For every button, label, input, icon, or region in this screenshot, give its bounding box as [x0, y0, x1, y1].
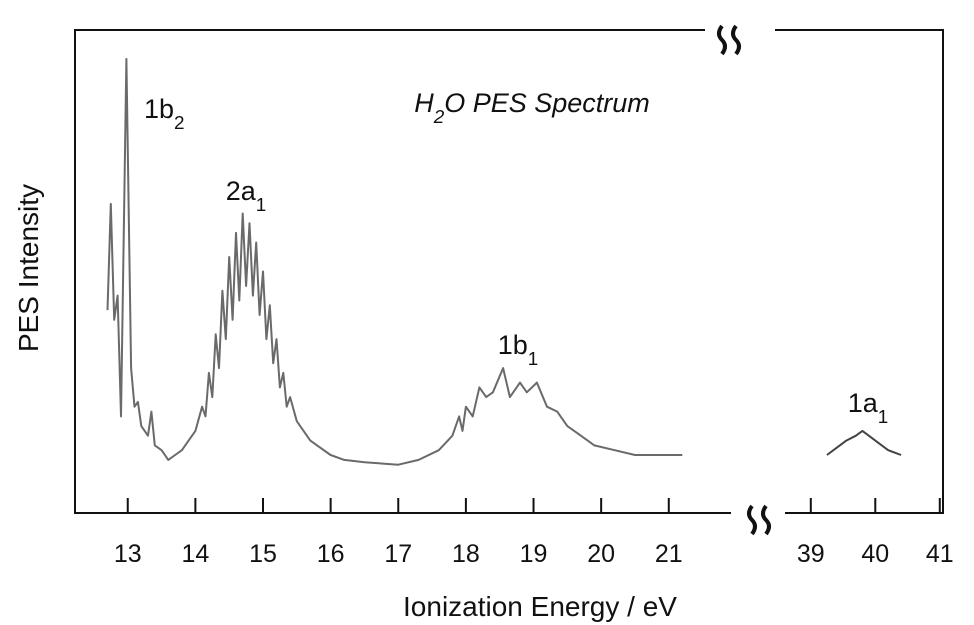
- x-tick-label: 14: [181, 540, 209, 568]
- x-tick-label: 16: [317, 540, 345, 568]
- axis-frame-left: [74, 29, 731, 514]
- axis-break-bottom: [747, 504, 771, 536]
- frame: [74, 24, 944, 536]
- spectrum-line: [826, 429, 902, 456]
- x-tick-label: 41: [926, 540, 954, 568]
- x-tick-label: 13: [114, 540, 142, 568]
- x-tick-label: 20: [587, 540, 615, 568]
- x-tick-label: 19: [520, 540, 548, 568]
- axis-frame-right: [775, 29, 944, 514]
- break-stroke: [761, 504, 771, 536]
- break-stroke: [717, 24, 727, 56]
- axis-break-top: [717, 24, 741, 56]
- break-stroke: [731, 24, 741, 56]
- y-axis-title: PES Intensity: [13, 184, 44, 352]
- peak-label: 1b1: [498, 330, 539, 370]
- x-tick-label: 17: [384, 540, 412, 568]
- break-stroke: [747, 504, 757, 536]
- peak-label: 1a1: [848, 388, 889, 428]
- x-axis-title: Ionization Energy / eV: [403, 591, 677, 622]
- x-tick-label: 40: [861, 540, 889, 568]
- x-tick-label: 21: [655, 540, 683, 568]
- chart-title: H2O PES Spectrum: [414, 88, 650, 128]
- x-tick-label: 39: [797, 540, 825, 568]
- peak-label: 1b2: [144, 94, 185, 134]
- x-tick-label: 15: [249, 540, 277, 568]
- spectrum-line: [106, 58, 683, 466]
- peak-label: 2a1: [226, 176, 267, 216]
- x-tick-label: 18: [452, 540, 480, 568]
